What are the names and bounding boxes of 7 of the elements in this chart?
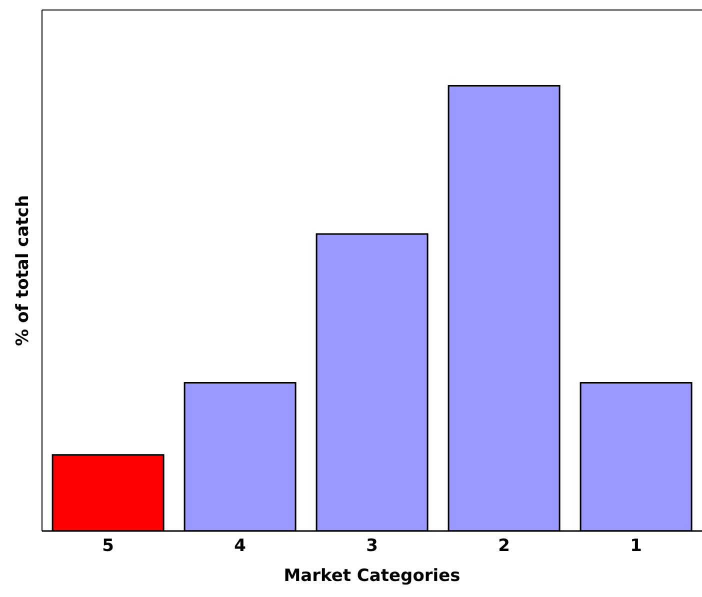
x-tick-label: 1 (630, 536, 642, 556)
x-axis-title: Market Categories (284, 566, 460, 586)
x-tick-label: 2 (498, 536, 510, 556)
x-tick-label: 3 (366, 536, 378, 556)
y-axis-title: % of total catch (13, 195, 34, 346)
x-tick-label: 4 (234, 536, 246, 556)
x-tick-label: 5 (102, 536, 114, 556)
